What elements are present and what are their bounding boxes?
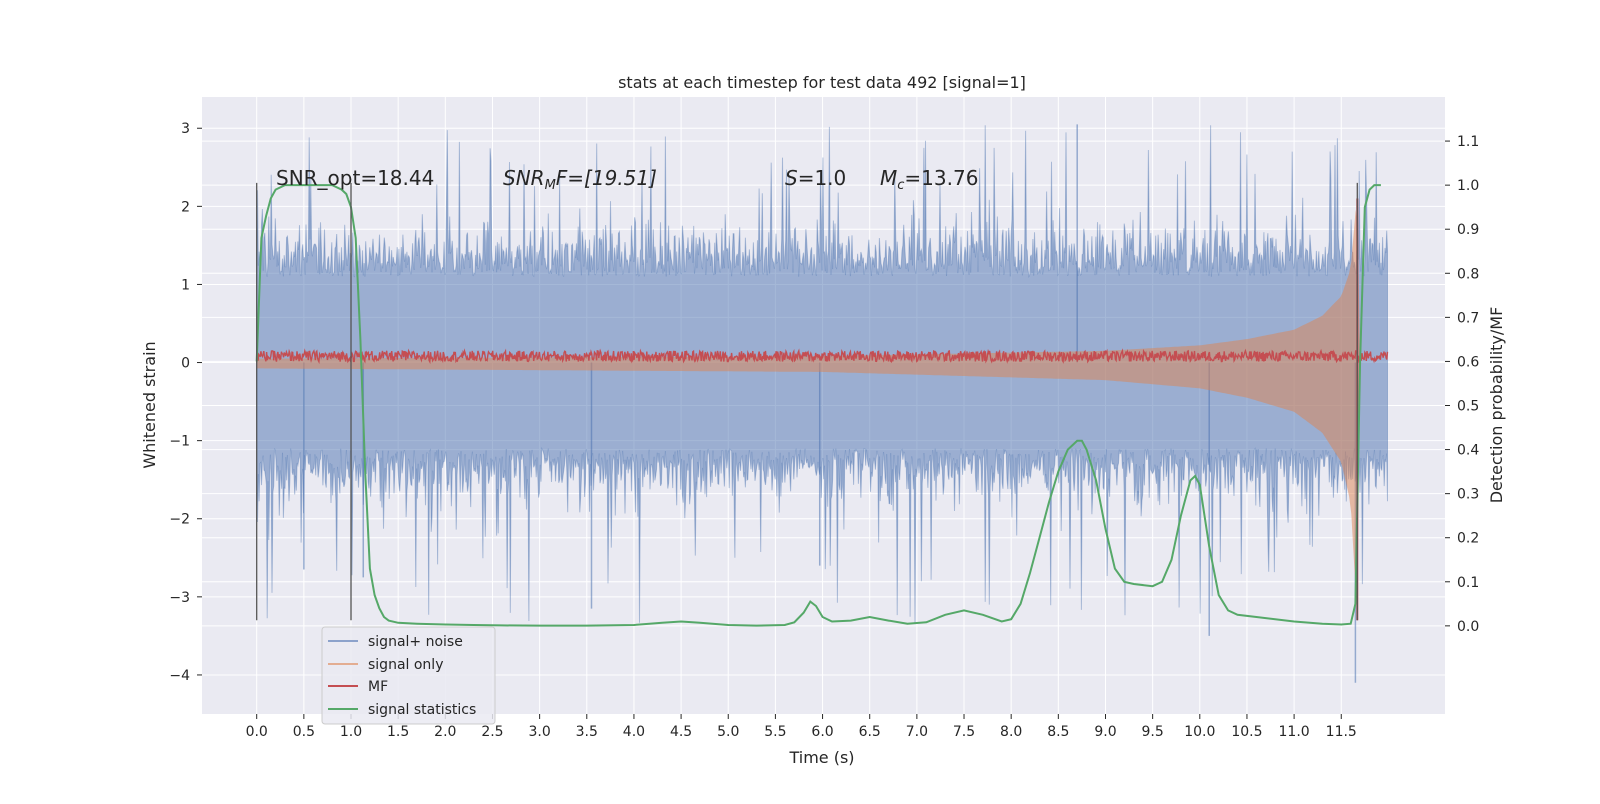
series-signal-noise <box>256 125 1388 623</box>
x-tick-label: 1.0 <box>340 724 362 740</box>
annotation-snr-mf-value: F=[19.51] <box>556 166 657 190</box>
legend: signal+ noise signal only MF signal stat… <box>321 626 496 725</box>
annotation-mc-value: =13.76 <box>904 166 978 190</box>
y-left-tick-label: 1 <box>181 277 190 293</box>
annotation-mc-symbol: M <box>880 166 897 190</box>
x-tick-label: 10.0 <box>1184 724 1215 740</box>
y-right-tick-label: 1.0 <box>1457 178 1479 194</box>
x-tick-label: 8.5 <box>1047 724 1069 740</box>
x-tick-label: 4.0 <box>623 724 645 740</box>
x-tick-label: 6.5 <box>859 724 881 740</box>
chart-title: stats at each timestep for test data 492… <box>618 73 1026 92</box>
legend-label-mf: MF <box>368 679 388 695</box>
x-tick-label: 3.0 <box>528 724 550 740</box>
y-right-tick-label: 0.3 <box>1457 487 1479 503</box>
axis-ticks: 0.0 0.5 1.0 1.5 2.0 2.5 3.0 3.5 4.0 4.5 5.0 5.5 6.0 6… <box>169 121 1479 740</box>
x-tick-label: 3.5 <box>576 724 598 740</box>
y-right-tick-label: 0.7 <box>1457 310 1479 326</box>
vertical-markers <box>256 182 1358 621</box>
y-axis-label-left: Whitened strain <box>140 341 159 468</box>
y-right-tick-label: 0.0 <box>1457 619 1479 635</box>
x-tick-label: 5.0 <box>717 724 739 740</box>
x-tick-label: 0.0 <box>246 724 268 740</box>
y-right-tick-label: 0.4 <box>1457 443 1479 459</box>
annotation-s: S=1.0 <box>785 166 846 190</box>
y-left-tick-label: 3 <box>181 121 190 137</box>
y-right-tick-label: 0.5 <box>1457 399 1479 415</box>
x-tick-label: 5.5 <box>764 724 786 740</box>
y-right-tick-label: 0.8 <box>1457 266 1479 282</box>
y-left-tick-label: −4 <box>169 668 190 684</box>
x-tick-label: 8.0 <box>1000 724 1022 740</box>
legend-label-signal-noise: signal+ noise <box>368 634 463 650</box>
y-left-tick-label: 0 <box>181 356 190 372</box>
annotation-s-value: =1.0 <box>798 166 847 190</box>
x-tick-label: 7.0 <box>906 724 928 740</box>
annotation-mc-subscript: c <box>897 178 904 193</box>
annotation-snr-opt: SNR_opt=18.44 <box>276 166 434 190</box>
x-tick-label: 2.5 <box>481 724 503 740</box>
y-left-tick-label: 2 <box>181 199 190 215</box>
x-tick-label: 9.5 <box>1142 724 1164 740</box>
y-right-tick-label: 0.9 <box>1457 222 1479 238</box>
annotation-snr-mf-symbol: SNR <box>503 166 545 190</box>
x-tick-label: 0.5 <box>293 724 315 740</box>
legend-box <box>321 626 496 725</box>
x-tick-label: 2.0 <box>434 724 456 740</box>
x-tick-label: 4.5 <box>670 724 692 740</box>
annotation-snr-mf: SNRMF=[19.51] <box>503 166 657 193</box>
series-signal-statistics <box>255 184 1381 627</box>
y-left-tick-label: −1 <box>169 434 190 450</box>
y-right-tick-label: 1.1 <box>1457 134 1479 150</box>
x-axis-label: Time (s) <box>788 748 854 767</box>
x-tick-label: 1.5 <box>387 724 409 740</box>
annotation-snr-mf-subscript: M <box>545 178 556 193</box>
x-tick-label: 10.5 <box>1231 724 1262 740</box>
y-axis-label-right: Detection probability/MF <box>1487 307 1506 504</box>
series-layer <box>255 124 1389 683</box>
x-tick-label: 11.5 <box>1326 724 1357 740</box>
x-tick-label: 7.5 <box>953 724 975 740</box>
y-left-tick-label: −2 <box>169 512 190 528</box>
x-tick-label: 11.0 <box>1279 724 1310 740</box>
y-right-tick-label: 0.1 <box>1457 575 1479 591</box>
annotation-s-symbol: S <box>785 166 798 190</box>
y-right-tick-label: 0.6 <box>1457 354 1479 370</box>
legend-label-signal-statistics: signal statistics <box>368 702 476 718</box>
y-right-tick-label: 0.2 <box>1457 531 1479 547</box>
series-mf <box>256 348 1389 365</box>
y-left-tick-label: −3 <box>169 590 190 606</box>
x-tick-label: 6.0 <box>811 724 833 740</box>
legend-label-signal-only: signal only <box>368 657 443 673</box>
annotation-mc: Mc=13.76 <box>880 166 978 193</box>
x-tick-label: 9.0 <box>1094 724 1116 740</box>
